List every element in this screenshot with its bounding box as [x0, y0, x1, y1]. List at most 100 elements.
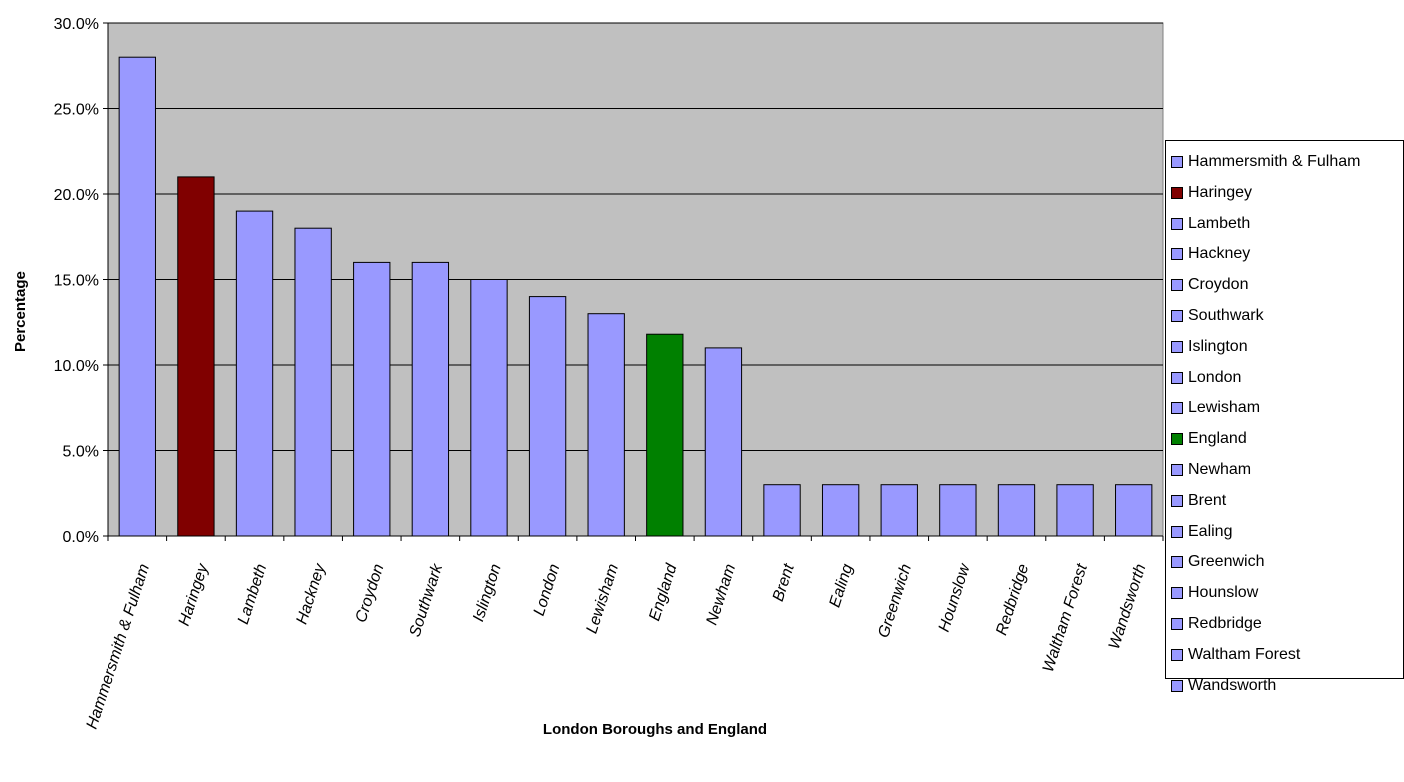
legend-label: Brent	[1188, 491, 1227, 509]
bar	[1115, 484, 1153, 537]
x-tick-label: England	[646, 561, 681, 623]
legend-item: Hackney	[1171, 239, 1250, 269]
x-tick-label: Greenwich	[875, 562, 915, 640]
legend-label: Haringey	[1188, 183, 1253, 201]
legend-item: Lambeth	[1171, 209, 1250, 239]
legend-swatch	[1171, 217, 1183, 230]
legend-swatch	[1171, 525, 1183, 538]
y-tick-label: 15.0%	[54, 273, 99, 290]
legend-item: Ealing	[1171, 517, 1232, 547]
x-tick-label: London	[531, 562, 564, 618]
legend-item: Greenwich	[1171, 547, 1264, 577]
legend-label: Newham	[1188, 461, 1252, 478]
bar	[704, 347, 743, 537]
x-tick-label: Islington	[470, 562, 505, 624]
legend-item: Islington	[1171, 332, 1248, 362]
y-tick-label: 10.0%	[54, 358, 99, 375]
legend-swatch	[1171, 186, 1183, 199]
bar	[177, 176, 215, 537]
x-tick-label: Brent	[770, 561, 798, 603]
legend-swatch	[1171, 371, 1183, 384]
legend-label: Greenwich	[1188, 553, 1265, 571]
legend-label: Islington	[1188, 337, 1248, 355]
legend-item: Croydon	[1171, 270, 1248, 300]
legend-swatch	[1171, 494, 1183, 507]
y-tick-label: 5.0%	[63, 444, 99, 461]
legend-label: Lewisham	[1188, 399, 1261, 417]
legend-swatch	[1171, 556, 1183, 569]
bar	[118, 56, 156, 537]
legend-swatch	[1171, 618, 1183, 630]
bar	[1056, 484, 1094, 537]
x-tick-label: Ealing	[827, 562, 857, 610]
bar	[470, 279, 508, 537]
legend-item: England	[1171, 424, 1247, 454]
legend-item: Brent	[1171, 486, 1226, 516]
legend-label: Hounslow	[1188, 584, 1259, 602]
legend-item: Lewisham	[1171, 393, 1260, 423]
legend-swatch	[1171, 587, 1183, 600]
legend-item: Hammersmith & Fulham	[1171, 147, 1360, 177]
chart-legend: Hammersmith & Fulham Haringey Lambeth Hackn…	[1165, 140, 1404, 694]
legend-item: Hounslow	[1171, 578, 1258, 608]
bar	[763, 484, 801, 537]
bar	[294, 227, 332, 537]
legend-item: Wandsworth	[1171, 671, 1276, 701]
bar	[353, 261, 391, 537]
legend-label: Redbridge	[1188, 615, 1262, 632]
legend-label: England	[1188, 430, 1247, 448]
legend-swatch	[1171, 433, 1183, 446]
legend-label: Hammersmith & Fulham	[1188, 153, 1361, 170]
bar	[235, 210, 274, 537]
legend-swatch	[1171, 279, 1183, 292]
legend-label: Lambeth	[1188, 214, 1251, 232]
legend-item: Newham	[1171, 455, 1251, 485]
x-tick-label: Haringey	[176, 561, 212, 628]
bar	[587, 313, 625, 537]
y-tick-label: 20.0%	[54, 187, 99, 204]
bar	[528, 296, 567, 537]
legend-item: Waltham Forest	[1171, 640, 1300, 670]
x-tick-label: Croydon	[353, 562, 388, 625]
legend-label: Southwark	[1188, 307, 1264, 324]
bar	[646, 333, 684, 537]
x-tick-label: Wandsworth	[1106, 562, 1150, 652]
legend-label: Waltham Forest	[1188, 645, 1301, 663]
legend-label: Wandsworth	[1188, 676, 1277, 694]
bar	[411, 261, 450, 537]
x-axis-title: London Boroughs and England	[542, 721, 768, 738]
legend-swatch	[1171, 464, 1183, 476]
y-tick-label: 30.0%	[54, 16, 99, 33]
x-tick-label: Hounslow	[936, 561, 974, 634]
y-tick-label: 25.0%	[54, 102, 99, 119]
x-tick-label: Waltham Forest	[1040, 561, 1091, 674]
legend-swatch	[1171, 648, 1183, 661]
y-tick-label: 0.0%	[63, 529, 99, 546]
bar	[939, 484, 977, 537]
legend-swatch	[1171, 679, 1183, 692]
x-tick-label: Lambeth	[235, 562, 270, 627]
legend-swatch	[1171, 248, 1183, 261]
x-tick-label: Newham	[704, 562, 740, 627]
legend-label: Croydon	[1188, 276, 1249, 294]
y-axis-title: Percentage	[12, 271, 29, 352]
legend-label: Ealing	[1188, 522, 1233, 540]
legend-item: Southwark	[1171, 301, 1264, 331]
x-tick-label: Southwark	[407, 561, 447, 639]
x-tick-label: Hammersmith & Fulham	[84, 562, 153, 731]
bar	[821, 484, 860, 537]
legend-item: Redbridge	[1171, 609, 1262, 639]
legend-item: London	[1171, 363, 1241, 393]
legend-swatch	[1171, 402, 1183, 415]
bar	[880, 484, 918, 537]
x-axis-ticks: Hammersmith & Fulham Haringey Lambeth Hackn…	[84, 536, 1164, 731]
bar	[997, 484, 1036, 537]
x-tick-label: Redbridge	[993, 562, 1032, 638]
bars	[118, 56, 1153, 537]
legend-label: London	[1188, 368, 1242, 386]
legend-swatch	[1171, 340, 1183, 353]
legend-label: Hackney	[1188, 245, 1251, 263]
x-tick-label: Lewisham	[584, 562, 622, 636]
